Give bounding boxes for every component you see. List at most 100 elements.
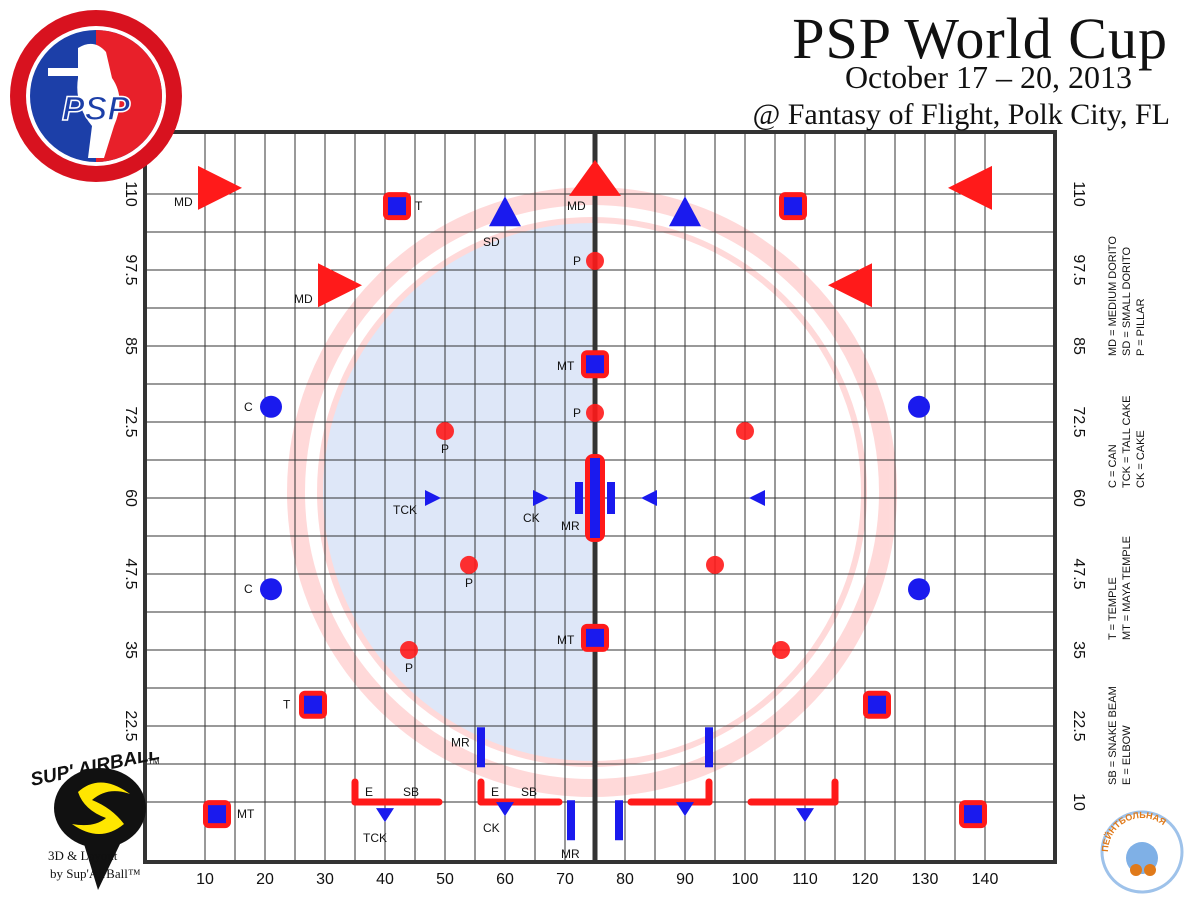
medium-dorito <box>318 263 362 308</box>
y-tick-label-left: 35 <box>122 641 139 659</box>
snake-beam-label: SB <box>521 785 537 799</box>
temple-core <box>868 695 886 714</box>
field-border <box>143 130 1057 864</box>
elbow-label: E <box>365 785 373 799</box>
y-tick-label-left: 47.5 <box>122 558 139 589</box>
can-label: C <box>244 400 253 414</box>
y-tick-label-right: 10 <box>1070 793 1087 811</box>
can <box>260 395 282 418</box>
maya-temple-core <box>964 805 982 824</box>
cake <box>749 490 765 506</box>
legend-ck: CK = CAKE <box>1135 430 1147 488</box>
small-dorito-label: SD <box>483 235 500 249</box>
maya-temple-core <box>208 805 226 824</box>
legend: MD = MEDIUM DORITO SD = SMALL DORITO P =… <box>1095 230 1175 790</box>
cake-label: CK <box>483 821 500 835</box>
temple-label: T <box>415 199 423 213</box>
mr-bottom <box>705 727 713 768</box>
x-tick-label: 40 <box>376 871 394 888</box>
can <box>260 578 282 601</box>
maya-temple-label: MT <box>557 359 575 373</box>
y-tick-label-left: 110 <box>122 181 139 207</box>
medium-dorito-label: MD <box>174 195 193 209</box>
pillar <box>400 641 418 659</box>
medium-dorito-label: MD <box>294 292 313 306</box>
pillar <box>586 251 604 270</box>
y-tick-label-right: 72.5 <box>1070 406 1087 437</box>
snake-beam-label: SB <box>403 785 419 799</box>
event-venue: @ Fantasy of Flight, Polk City, FL <box>752 98 1170 131</box>
pillar <box>436 422 454 441</box>
mr-bottom-label: MR <box>561 847 580 861</box>
medium-dorito <box>828 263 872 308</box>
x-tick-label: 120 <box>852 871 879 888</box>
legend-e: E = ELBOW <box>1121 725 1133 785</box>
small-dorito <box>669 196 701 227</box>
cake <box>425 490 441 506</box>
credit-line-2: by Sup'AirBall™ <box>50 866 141 881</box>
credit-line-1: 3D & Layout <box>48 848 118 863</box>
mr-center <box>590 458 600 538</box>
tall-cake <box>676 802 694 817</box>
pillar <box>706 555 724 574</box>
axis-ticks: 10 20 30 40 50 60 70 80 90 100 110 120 130 140 110 110 9… <box>122 181 1087 888</box>
temple-label: T <box>283 698 291 712</box>
field-bunkers: MD MD MD SD P P P P P T T MT MT MT C C TCK CK MR E SB E SB TCK C… <box>174 159 992 861</box>
pillar-label: P <box>573 406 581 420</box>
airball-tm: TM <box>148 757 160 766</box>
x-tick-label: 90 <box>676 871 694 888</box>
cake <box>533 490 549 506</box>
x-tick-label: 100 <box>732 871 759 888</box>
mr-center-label: MR <box>561 519 580 533</box>
maya-temple-core <box>586 628 604 647</box>
y-tick-label-left: 72.5 <box>122 406 139 437</box>
tall-cake-label: TCK <box>363 831 387 845</box>
medium-dorito <box>569 159 621 196</box>
x-tick-label: 50 <box>436 871 454 888</box>
legend-sd: SD = SMALL DORITO <box>1121 246 1133 356</box>
mr-center-side <box>607 482 615 514</box>
x-tick-label: 30 <box>316 871 334 888</box>
pillar-label: P <box>573 254 581 268</box>
pillar <box>736 422 754 441</box>
y-tick-label-right: 35 <box>1070 641 1087 659</box>
watermark-logo <box>287 187 897 797</box>
y-tick-label-right: 47.5 <box>1070 558 1087 589</box>
mr-bottom <box>567 800 575 841</box>
legend-tck: TCK = TALL CAKE <box>1121 395 1133 488</box>
small-dorito <box>489 196 521 227</box>
x-tick-label: 140 <box>972 871 999 888</box>
maya-temple-label: MT <box>557 633 575 647</box>
y-tick-label-right: 97.5 <box>1070 254 1087 285</box>
x-tick-label: 70 <box>556 871 574 888</box>
pillar <box>586 403 604 422</box>
logo-text: PSP <box>62 90 130 128</box>
legend-c: C = CAN <box>1107 444 1119 488</box>
mr-bottom-label: MR <box>451 735 470 749</box>
x-tick-label: 130 <box>912 871 939 888</box>
y-tick-label-right: 60 <box>1070 489 1087 507</box>
maya-temple-label: MT <box>237 807 255 821</box>
mr-bottom <box>477 727 485 768</box>
x-tick-label: 10 <box>196 871 214 888</box>
can-label: C <box>244 582 253 596</box>
airball-logo-icon: SUP' AIRBALL TM <box>29 752 162 890</box>
pillar-label: P <box>441 442 449 456</box>
can <box>908 578 930 601</box>
legend-p: P = PILLAR <box>1135 298 1147 356</box>
medium-dorito <box>948 165 992 210</box>
tall-cake <box>796 808 814 823</box>
temple-core <box>304 695 322 714</box>
pillar <box>460 555 478 574</box>
temple-core <box>784 197 802 216</box>
y-tick-label-right: 110 <box>1070 181 1087 207</box>
y-tick-label-left: 85 <box>122 337 139 355</box>
page-title: PSP World Cup <box>792 6 1168 71</box>
cake <box>641 490 657 506</box>
tall-cake <box>496 802 514 817</box>
x-tick-label: 20 <box>256 871 274 888</box>
elbow-label: E <box>491 785 499 799</box>
y-tick-label-right: 22.5 <box>1070 710 1087 741</box>
legend-md: MD = MEDIUM DORITO <box>1107 236 1119 356</box>
event-dates: October 17 – 20, 2013 <box>844 59 1132 95</box>
